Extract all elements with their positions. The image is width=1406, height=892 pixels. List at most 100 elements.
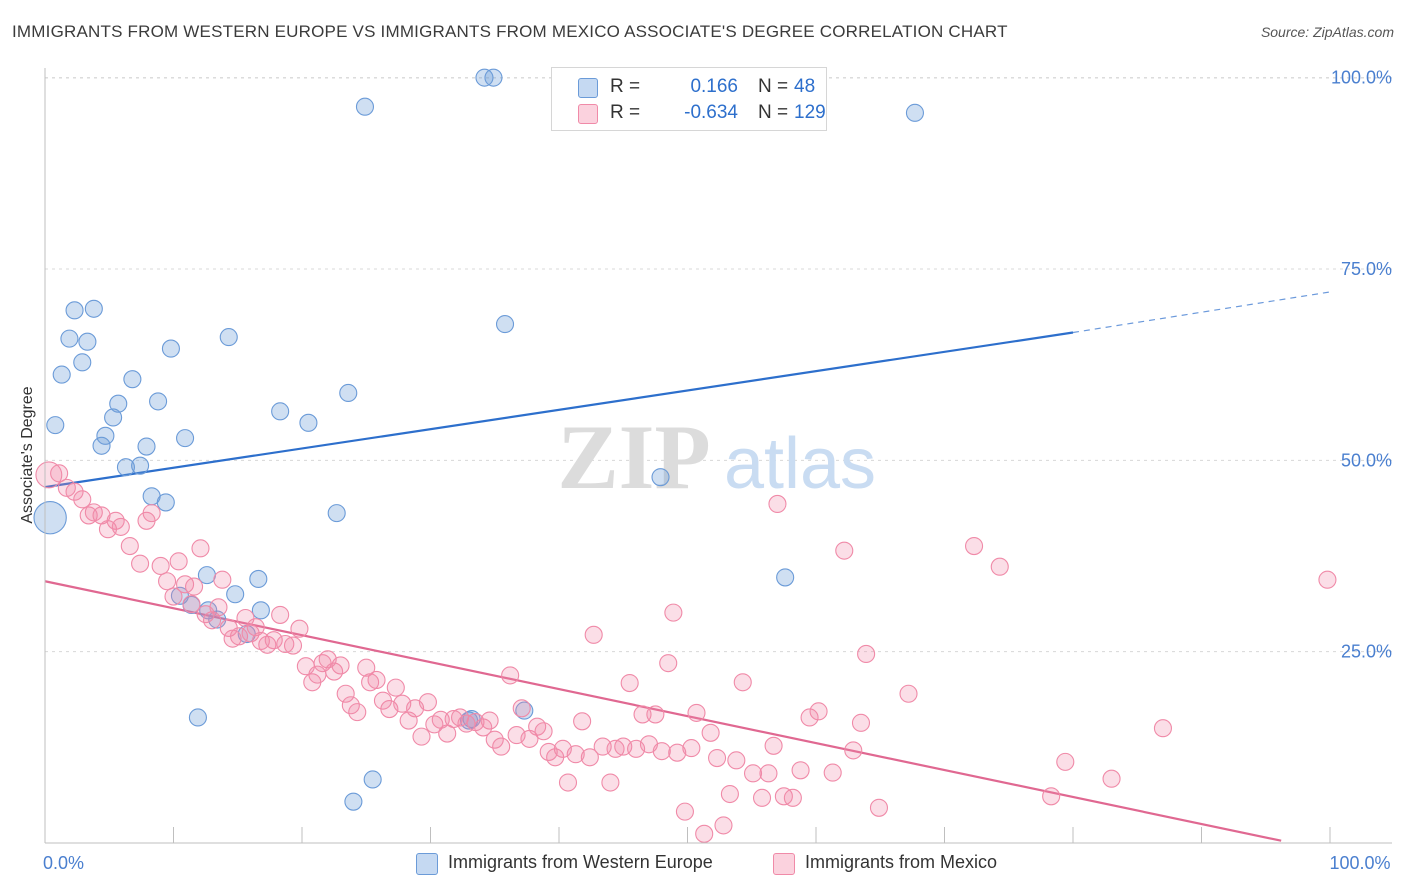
point-mexico — [65, 482, 84, 501]
point-mexico — [701, 723, 720, 742]
point-western-europe — [60, 329, 79, 348]
y-tick-label: 75.0% — [1341, 259, 1392, 279]
point-mexico — [50, 464, 69, 483]
legend-r-value: 0.166 — [690, 76, 738, 97]
point-mexico — [851, 713, 871, 732]
point-western-europe — [495, 315, 515, 334]
point-mexico — [209, 598, 228, 617]
point-mexico — [899, 684, 918, 703]
point-western-europe — [65, 301, 84, 320]
point-mexico — [528, 717, 547, 736]
point-mexico — [659, 654, 678, 673]
point-mexico — [652, 742, 671, 761]
point-western-europe — [84, 299, 103, 318]
point-western-europe — [78, 332, 97, 351]
bottom-legend-swatch-pink — [773, 853, 795, 875]
point-mexico — [733, 673, 752, 692]
point-mexico — [79, 506, 98, 525]
point-western-europe — [363, 770, 382, 789]
watermark-atlas: atlas — [724, 424, 876, 504]
point-mexico — [844, 741, 863, 760]
x-tick-label: 0.0% — [43, 853, 84, 873]
point-mexico — [708, 748, 727, 768]
x-tick-label: 100.0% — [1329, 853, 1390, 873]
bottom-legend-label: Immigrants from Mexico — [805, 852, 998, 872]
y-tick-label: 50.0% — [1341, 450, 1392, 470]
trend-line-western-europe — [44, 331, 1074, 489]
point-mexico — [191, 539, 210, 558]
point-western-europe — [156, 493, 175, 512]
point-mexico — [386, 678, 405, 697]
point-mexico — [687, 703, 706, 722]
point-mexico — [271, 605, 290, 624]
point-mexico — [675, 802, 694, 821]
point-western-europe — [327, 504, 346, 523]
source-label: Source: ZipAtlas.com — [1260, 24, 1394, 40]
point-mexico — [580, 748, 599, 767]
point-mexico — [646, 705, 665, 724]
point-western-europe — [161, 339, 180, 358]
legend-swatch-pink — [578, 104, 598, 124]
point-mexico — [783, 788, 802, 807]
point-western-europe — [92, 436, 111, 455]
legend-n-label: N = — [758, 76, 789, 97]
point-mexico — [791, 761, 810, 780]
y-tick-label: 25.0% — [1341, 642, 1392, 662]
bottom-legend-swatch-blue — [416, 853, 438, 875]
point-mexico — [664, 603, 683, 622]
point-mexico — [418, 693, 437, 712]
point-mexico — [474, 718, 493, 737]
point-mexico — [668, 743, 687, 762]
point-mexico — [857, 644, 876, 664]
point-western-europe — [104, 408, 123, 427]
point-western-europe — [226, 585, 245, 604]
point-mexico — [823, 763, 842, 782]
point-western-europe — [651, 468, 670, 487]
point-western-europe — [484, 68, 503, 87]
point-mexico — [573, 712, 592, 731]
point-western-europe — [52, 365, 71, 384]
point-mexico — [283, 636, 303, 655]
point-mexico — [633, 705, 652, 724]
point-mexico — [158, 572, 177, 591]
point-mexico — [501, 666, 520, 685]
point-mexico — [835, 541, 854, 560]
point-western-europe — [131, 456, 150, 475]
legend-swatch-blue — [578, 78, 598, 98]
point-mexico — [264, 631, 283, 650]
point-mexico — [357, 658, 376, 677]
point-mexico — [480, 711, 499, 730]
point-mexico — [566, 745, 585, 764]
point-mexico — [774, 787, 793, 806]
point-mexico — [425, 715, 444, 734]
point-mexico — [1102, 769, 1121, 788]
point-western-europe — [109, 394, 128, 413]
trend-line-western-europe-extrapolated — [1072, 291, 1331, 334]
bottom-legend-label: Immigrants from Western Europe — [448, 852, 713, 872]
point-mexico — [182, 595, 201, 614]
legend-r-label: R = — [610, 102, 641, 123]
chart-title: IMMIGRANTS FROM WESTERN EUROPE VS IMMIGR… — [12, 22, 1008, 41]
point-mexico — [1153, 719, 1172, 738]
point-mexico — [111, 517, 130, 536]
correlation-legend: R = 0.166 N = 48 R = -0.634 N = 129 — [551, 67, 827, 131]
point-mexico — [164, 587, 183, 606]
point-mexico — [367, 670, 386, 690]
point-mexico — [714, 816, 733, 835]
point-western-europe — [137, 437, 156, 456]
point-mexico — [457, 714, 476, 733]
legend-r-label: R = — [610, 76, 641, 97]
point-mexico — [759, 764, 778, 783]
point-mexico — [601, 773, 620, 792]
point-western-europe — [149, 392, 168, 411]
point-western-europe — [176, 429, 195, 448]
point-mexico — [169, 552, 188, 571]
point-mexico — [869, 798, 889, 817]
legend-n-label: N = — [758, 102, 789, 123]
point-western-europe — [776, 568, 795, 587]
point-western-europe — [219, 328, 238, 347]
point-western-europe — [46, 416, 65, 435]
point-mexico — [151, 556, 170, 575]
point-mexico — [809, 702, 828, 721]
